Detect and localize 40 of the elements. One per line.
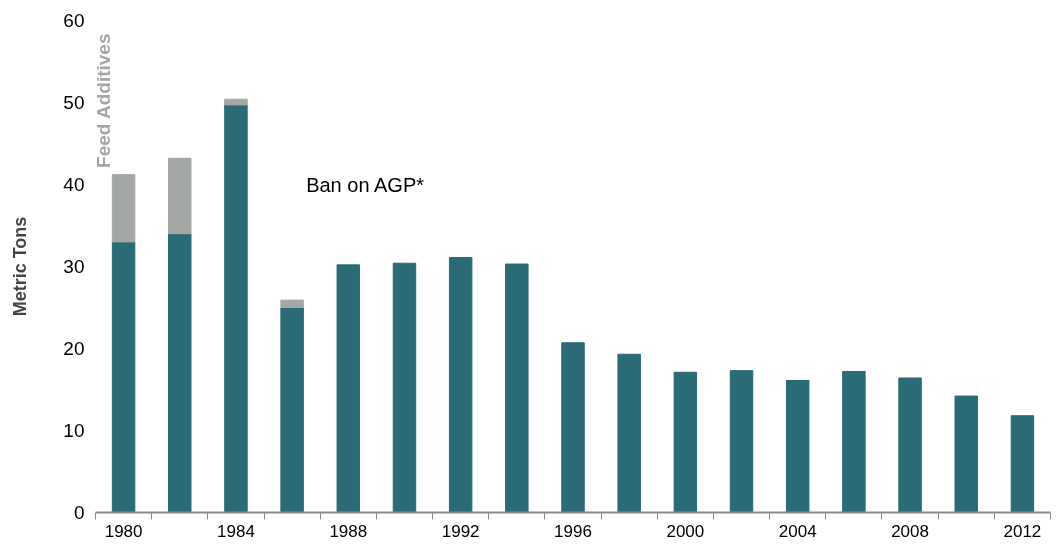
bar: [673, 371, 698, 513]
y-axis-title: Metric Tons: [10, 216, 31, 317]
bar: [898, 377, 922, 513]
bar: [954, 395, 978, 513]
x-tick-label: 1980: [104, 521, 143, 541]
bar: [111, 241, 136, 513]
text: Feed Additives: [92, 33, 114, 168]
x-tick-label: 2012: [1003, 521, 1042, 541]
x-tick-label: 1988: [329, 521, 368, 541]
bar: [392, 262, 417, 513]
x-tick-label: 2004: [778, 521, 817, 541]
bar: [505, 263, 529, 513]
x-tick-label: 2008: [891, 521, 929, 541]
y-tick-label: 60: [63, 10, 85, 31]
y-tick-label: 50: [63, 92, 85, 113]
bar: [224, 104, 248, 513]
bar: [224, 98, 248, 106]
y-tick-label: 40: [63, 174, 85, 195]
x-tick-label: 1984: [217, 521, 255, 541]
bar: [617, 353, 641, 513]
bar: [448, 256, 473, 513]
bar: [111, 174, 136, 243]
y-tick-label: 30: [63, 256, 85, 277]
annotation: Ban on AGP*: [306, 173, 425, 196]
y-tick-label: 10: [63, 420, 85, 441]
bar: [729, 370, 754, 513]
y-tick-label: 0: [73, 502, 85, 523]
bar: [280, 307, 304, 513]
bar: [168, 157, 192, 235]
bar: [168, 233, 192, 513]
bar: [842, 370, 866, 513]
bar: [785, 379, 810, 513]
bar: [280, 299, 304, 308]
x-tick-label: 2000: [666, 521, 705, 541]
x-tick-label: 1996: [554, 521, 592, 541]
bar: [1010, 415, 1035, 513]
bar: [336, 264, 361, 513]
x-tick-label: 1992: [441, 521, 480, 541]
y-tick-label: 20: [63, 338, 85, 359]
bar: [561, 342, 585, 513]
